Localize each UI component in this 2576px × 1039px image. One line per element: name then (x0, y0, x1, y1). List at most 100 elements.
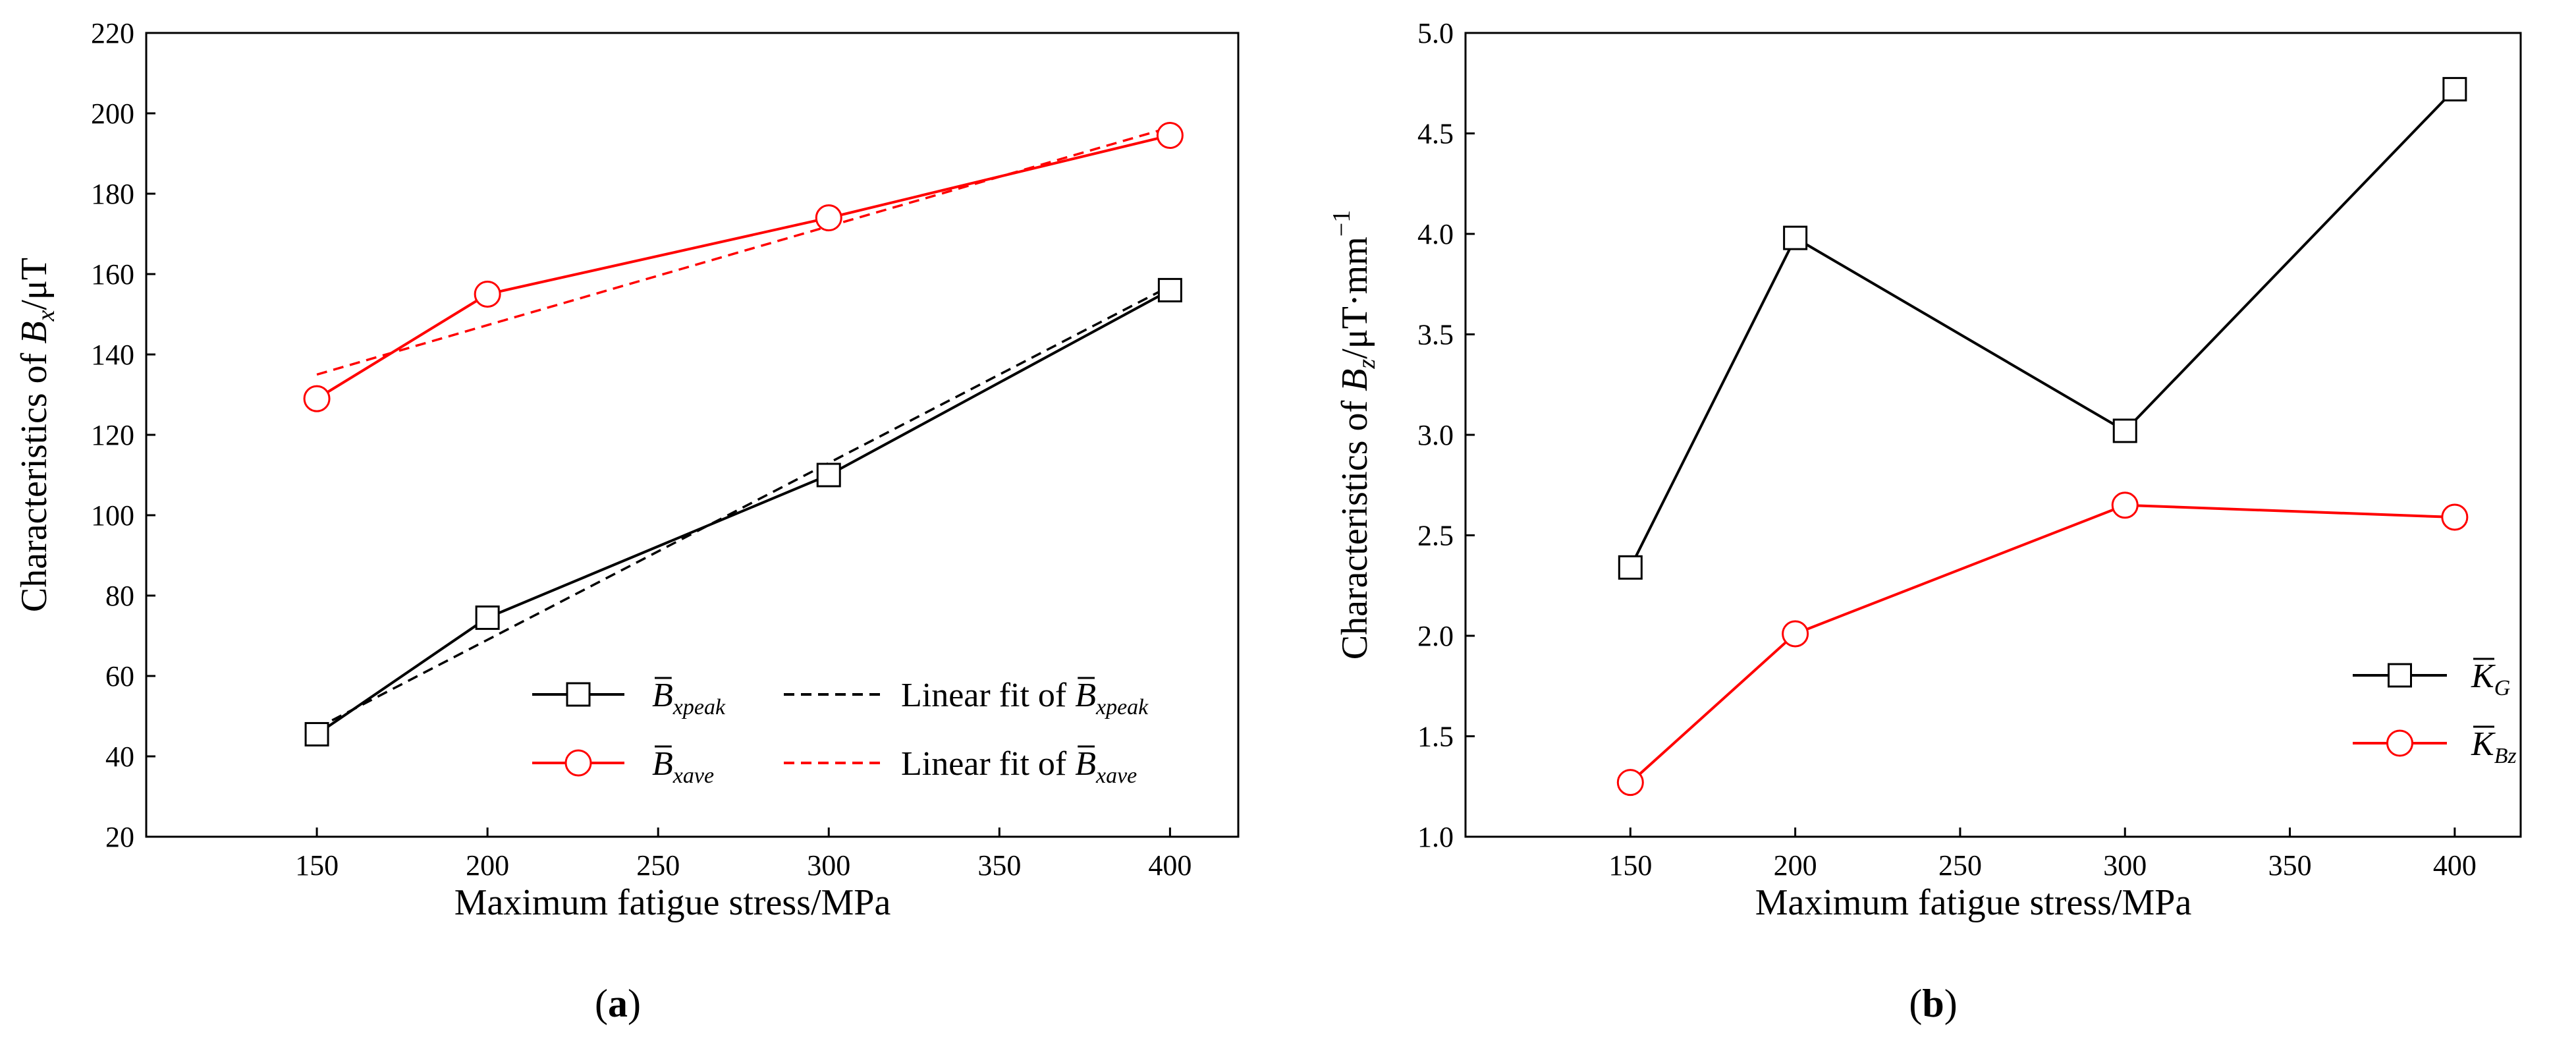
y-axis-title-sub: z (1353, 359, 1381, 370)
caption-open: ( (1909, 982, 1922, 1025)
series-line-bxpeak (315, 289, 1171, 736)
svg-text:Bxave: Bxave (652, 745, 714, 788)
y-tick-label: 100 (91, 499, 134, 532)
x-tick-label: 350 (2268, 849, 2312, 882)
legend-label-fit-bxpeak: Linear fit of Bxpeak (901, 677, 1149, 719)
legend-label-kbz: KBz (2471, 725, 2517, 768)
y-tick-label: 180 (91, 178, 134, 210)
data-point-kg (1783, 225, 1808, 250)
data-point-kbz (2111, 491, 2139, 519)
series-line-bxave (316, 134, 1170, 400)
data-point-bxave (303, 385, 331, 412)
legend-label-bxpeak-var: B (652, 677, 673, 714)
data-point-bxave (474, 281, 501, 308)
panel-caption: (a) (595, 982, 641, 1025)
legend-label-bxpeak: Bxpeak (652, 677, 726, 719)
plot-frame (1464, 32, 2522, 838)
caption-open: ( (595, 982, 608, 1025)
fit-line-fit-bxave (316, 126, 1170, 376)
legend-label-bxave-var: B (652, 745, 673, 783)
legend-marker-kbz (2386, 729, 2413, 757)
y-axis-title-sup: −1 (1328, 210, 1356, 237)
y-tick-label: 140 (91, 339, 134, 371)
y-tick-label: 4.5 (1417, 118, 1454, 150)
legend-label-fit-bxpeak-var: B (1075, 677, 1096, 714)
legend-marker-kg (2388, 663, 2412, 688)
legend-label-kbz-var: K (2471, 725, 2496, 763)
data-point-kg (1618, 555, 1643, 580)
legend-label-bxpeak-sub: xpeak (672, 695, 726, 719)
series-line-kg (1629, 88, 2456, 569)
data-point-kg (2112, 418, 2137, 443)
y-axis-title-unit: /μT (14, 258, 55, 310)
y-axis-title-sub: x (32, 310, 60, 322)
y-tick-label: 5.0 (1417, 17, 1454, 49)
legend-marker-bxpeak (566, 682, 591, 707)
y-tick-label: 40 (105, 741, 134, 773)
y-tick-label: 200 (91, 98, 134, 130)
y-tick-label: 1.5 (1417, 721, 1454, 753)
legend-label-fit-bxave-sub: xave (1095, 764, 1137, 788)
y-tick-label: 3.0 (1417, 419, 1454, 451)
svg-text:Linear fit of Bxave: Linear fit of Bxave (901, 745, 1137, 788)
y-tick-label: 4.0 (1417, 218, 1454, 250)
x-tick-label: 400 (1148, 849, 1192, 882)
data-point-kbz (1782, 620, 1809, 648)
x-tick-label: 200 (1774, 849, 1817, 882)
fit-line-fit-bxpeak (316, 285, 1171, 729)
data-point-kbz (2441, 503, 2469, 531)
data-point-bxave (1156, 122, 1184, 150)
y-axis-title-var: B (14, 322, 55, 344)
svg-text:KBz: KBz (2471, 725, 2517, 768)
panel-caption: (b) (1909, 982, 1957, 1025)
x-tick-label: 350 (977, 849, 1021, 882)
legend-label-kg-var: K (2471, 658, 2496, 695)
legend-label-bxave-sub: xave (672, 764, 714, 788)
chart-panel-a: 150 200 250 300 350 400 20 40 60 80 100 120 140 160 18… (14, 17, 1240, 1025)
series-line-kbz (1629, 503, 2455, 784)
caption-letter: b (1922, 982, 1944, 1025)
y-tick-label: 160 (91, 258, 134, 291)
x-tick-label: 150 (295, 849, 339, 882)
data-point-bxave (815, 204, 842, 232)
svg-text:Linear fit of Bxpeak: Linear fit of Bxpeak (901, 677, 1149, 719)
y-tick-label: 120 (91, 419, 134, 451)
y-tick-label: 220 (91, 17, 134, 49)
y-tick-label: 60 (105, 660, 134, 692)
y-axis-title: Characteristics of Bx/μT (14, 258, 60, 612)
data-point-bxpeak (816, 463, 841, 488)
svg-text:KG: KG (2471, 658, 2510, 700)
data-point-bxpeak (1157, 277, 1182, 302)
y-axis-title: Characteristics of Bz/μT·mm−1 (1328, 210, 1381, 660)
legend-label-kbz-sub: Bz (2494, 744, 2517, 768)
y-axis-title-var: B (1334, 369, 1375, 391)
x-axis-title: Maximum fatigue stress/MPa (1755, 882, 2192, 923)
legend-label-fit-bxpeak-sub: xpeak (1095, 695, 1149, 719)
y-tick-label: 80 (105, 580, 134, 612)
data-point-bxpeak (304, 721, 329, 746)
x-tick-label: 300 (807, 849, 850, 882)
svg-text:Bxpeak: Bxpeak (652, 677, 726, 719)
y-axis-title-unit: /μT·mm (1334, 237, 1375, 359)
caption-close: ) (1944, 982, 1958, 1025)
legend-label-fit-bxave-var: B (1075, 745, 1096, 783)
chart-panel-b: 150 200 250 300 350 400 1.0 1.5 2.0 2.5 3.0 3.5 4.0 4… (1328, 17, 2522, 1025)
legend-label-kg-sub: G (2494, 676, 2511, 700)
y-tick-label: 1.0 (1417, 821, 1454, 853)
caption-letter: a (608, 982, 628, 1025)
y-axis-title-prefix: Characteristics of (1334, 391, 1375, 660)
data-point-bxpeak (475, 605, 500, 631)
caption-close: ) (628, 982, 641, 1025)
legend-label-fit-bxave: Linear fit of Bxave (901, 745, 1137, 788)
x-tick-label: 250 (1938, 849, 1982, 882)
x-tick-label: 200 (466, 849, 509, 882)
legend-label-bxave: Bxave (652, 745, 714, 788)
y-tick-label: 20 (105, 821, 134, 853)
legend-marker-bxave (564, 749, 592, 777)
y-tick-label: 3.5 (1417, 319, 1454, 351)
x-tick-label: 300 (2103, 849, 2147, 882)
x-tick-label: 150 (1608, 849, 1652, 882)
